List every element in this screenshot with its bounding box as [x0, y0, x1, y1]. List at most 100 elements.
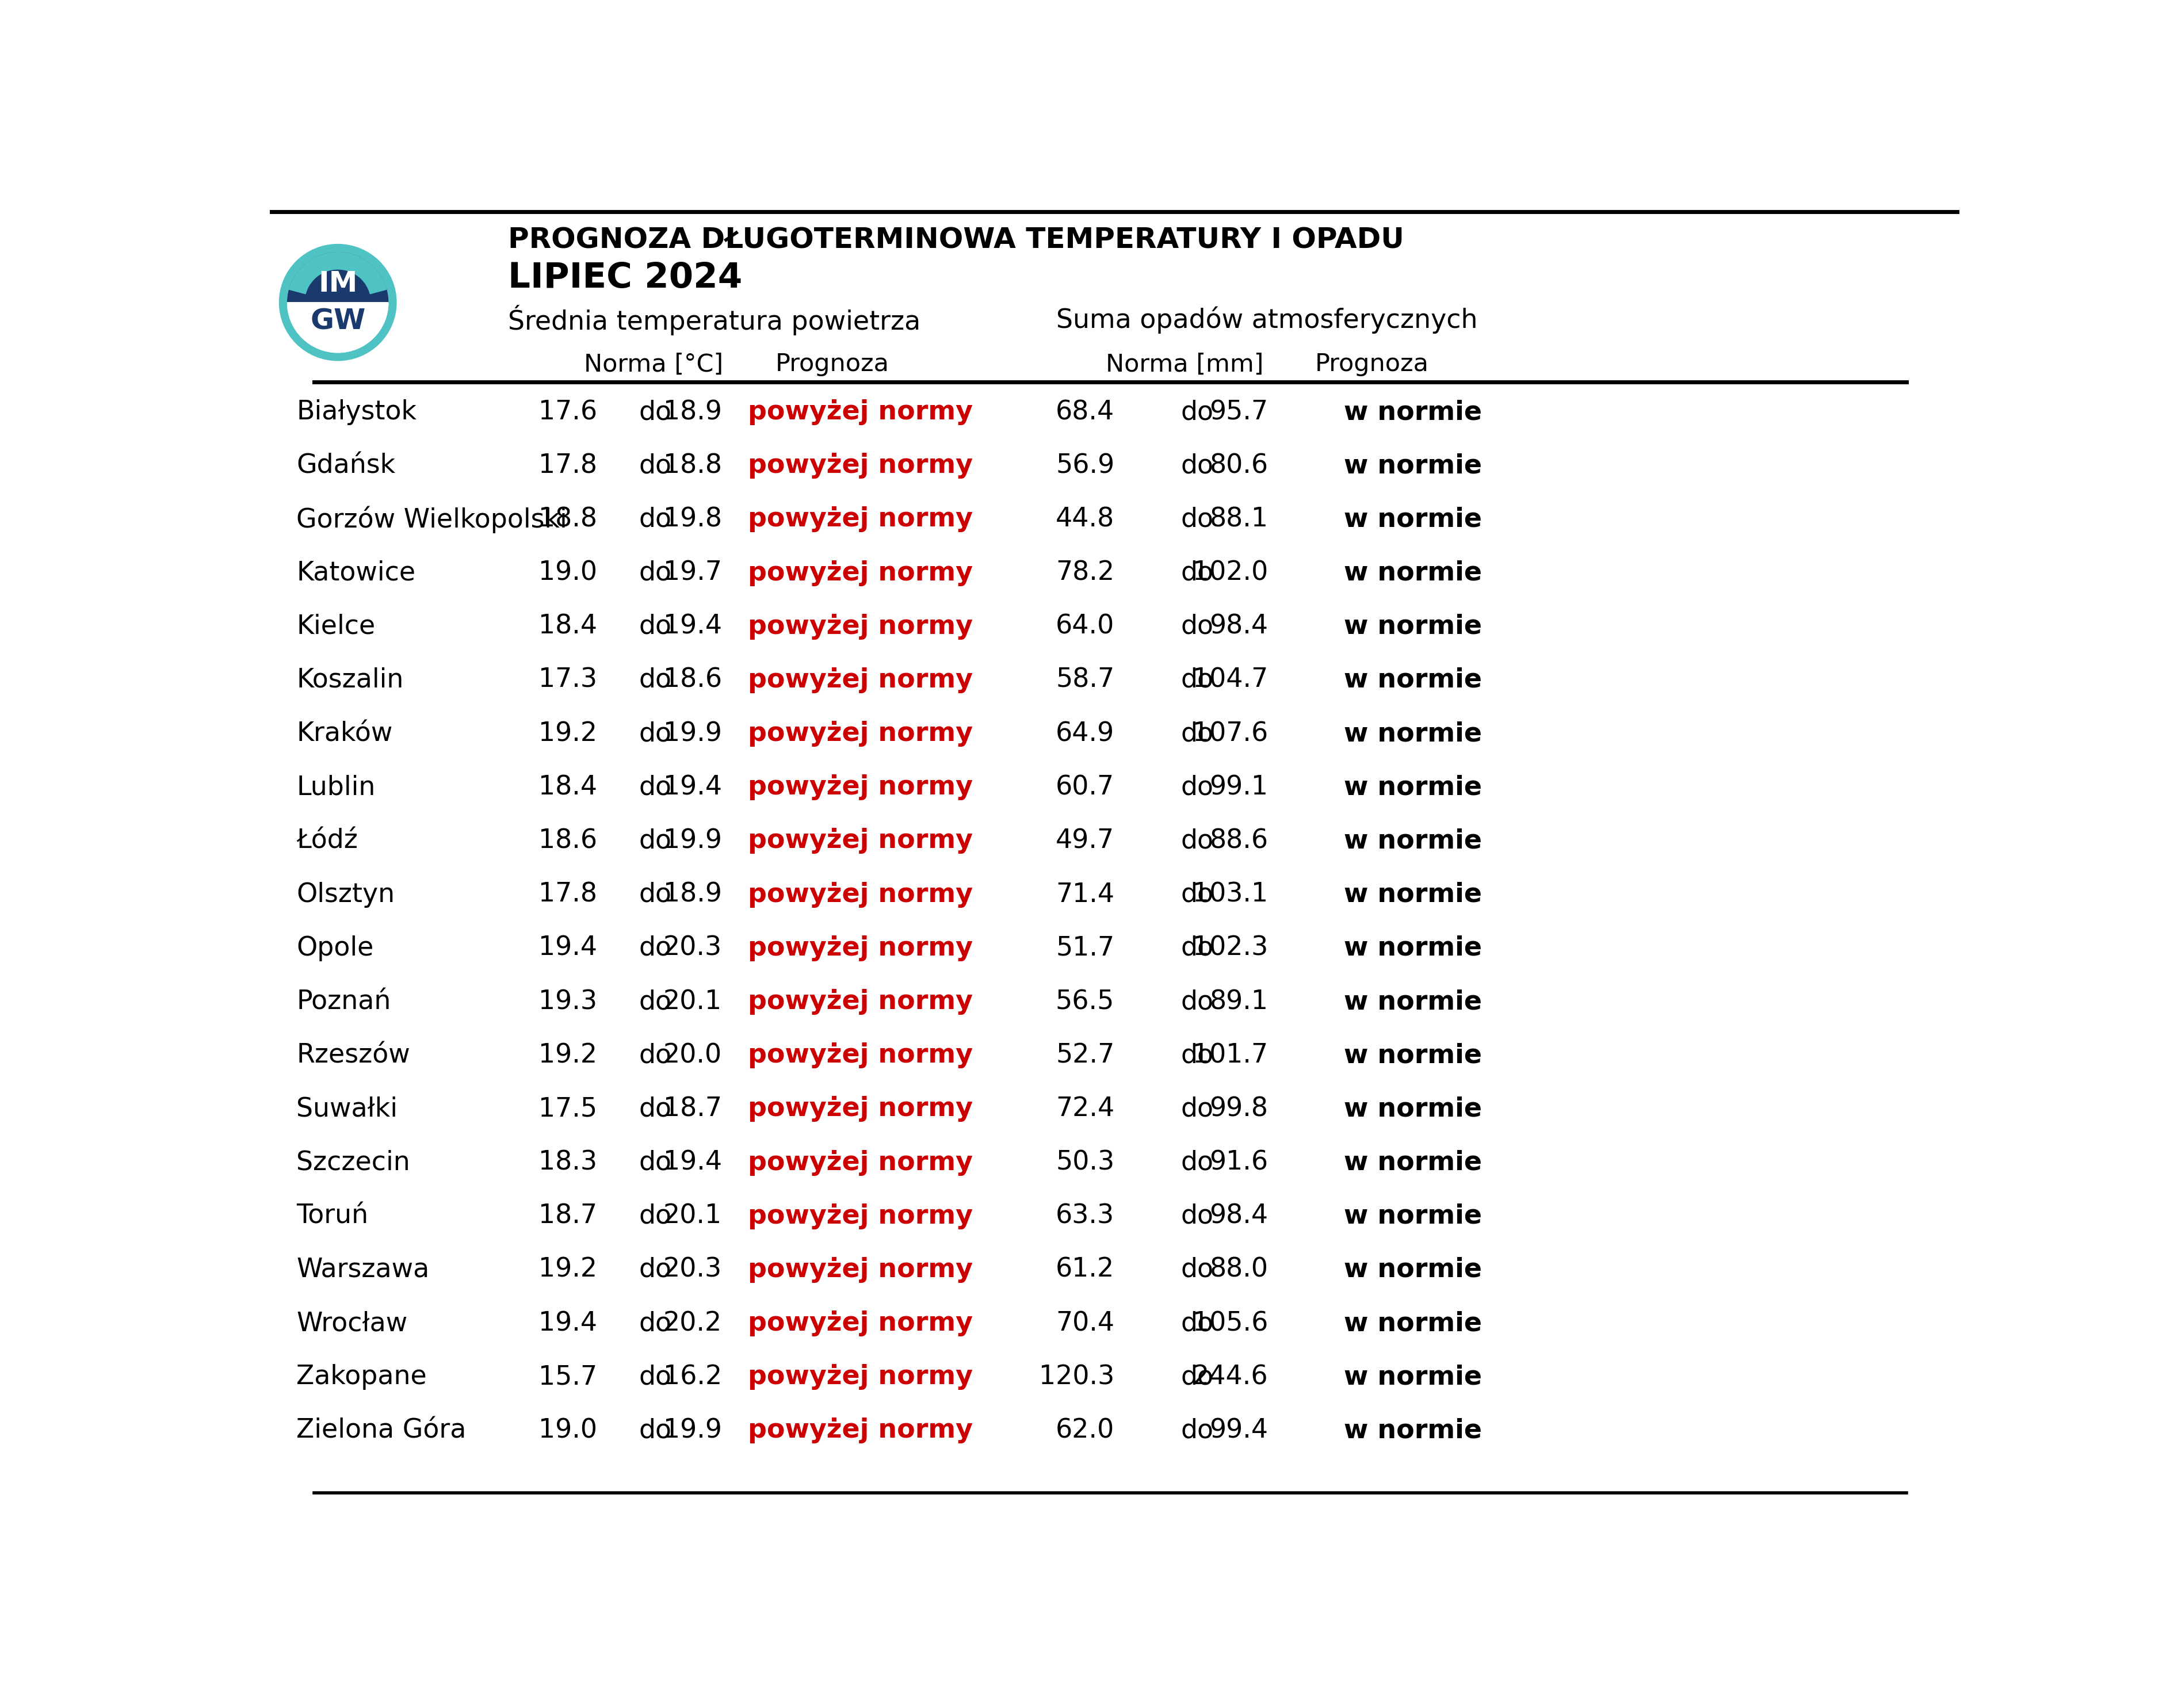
- Text: Koszalin: Koszalin: [296, 668, 404, 693]
- Text: 99.4: 99.4: [1209, 1418, 1267, 1443]
- Text: do: do: [639, 989, 672, 1015]
- Text: powyżej normy: powyżej normy: [748, 1042, 972, 1069]
- Text: powyżej normy: powyżej normy: [748, 1097, 972, 1122]
- Text: do: do: [1180, 881, 1213, 907]
- Circle shape: [283, 248, 393, 357]
- Text: w normie: w normie: [1344, 1204, 1483, 1230]
- Text: do: do: [639, 1042, 672, 1069]
- Text: 78.2: 78.2: [1054, 560, 1113, 586]
- Text: w normie: w normie: [1344, 613, 1483, 639]
- Text: 18.6: 18.6: [663, 668, 722, 693]
- Text: do: do: [1180, 613, 1213, 639]
- Text: w normie: w normie: [1344, 507, 1483, 533]
- Text: do: do: [1180, 1418, 1213, 1443]
- Text: 95.7: 95.7: [1209, 400, 1267, 425]
- Circle shape: [287, 253, 389, 352]
- Text: powyżej normy: powyżej normy: [748, 721, 972, 746]
- Text: do: do: [1180, 936, 1213, 962]
- Text: 18.9: 18.9: [663, 881, 722, 907]
- Text: 102.0: 102.0: [1194, 560, 1267, 586]
- Text: w normie: w normie: [1344, 668, 1483, 693]
- Text: 17.3: 17.3: [539, 668, 598, 693]
- Text: Gdańsk: Gdańsk: [296, 453, 396, 478]
- Text: Suwałki: Suwałki: [296, 1097, 398, 1122]
- Text: 18.4: 18.4: [539, 774, 598, 801]
- Text: w normie: w normie: [1344, 721, 1483, 746]
- Text: 19.3: 19.3: [539, 989, 598, 1015]
- Text: 18.4: 18.4: [539, 613, 598, 639]
- Text: GW: GW: [311, 307, 365, 335]
- Text: 98.4: 98.4: [1209, 1204, 1267, 1230]
- Text: Toruń: Toruń: [296, 1204, 367, 1230]
- Text: do: do: [639, 668, 672, 693]
- Text: 50.3: 50.3: [1054, 1149, 1113, 1175]
- Text: w normie: w normie: [1344, 400, 1483, 425]
- Text: powyżej normy: powyżej normy: [748, 881, 972, 907]
- Text: powyżej normy: powyżej normy: [748, 828, 972, 854]
- Text: powyżej normy: powyżej normy: [748, 1418, 972, 1443]
- Text: 68.4: 68.4: [1054, 400, 1113, 425]
- Text: 19.9: 19.9: [663, 721, 722, 746]
- Text: 19.4: 19.4: [539, 936, 598, 962]
- Text: 17.8: 17.8: [539, 881, 598, 907]
- Text: 91.6: 91.6: [1209, 1149, 1267, 1175]
- Text: LIPIEC 2024: LIPIEC 2024: [509, 261, 741, 295]
- Text: do: do: [1180, 774, 1213, 801]
- Text: w normie: w normie: [1344, 1418, 1483, 1443]
- Text: w normie: w normie: [1344, 828, 1483, 854]
- Text: Zielona Góra: Zielona Góra: [296, 1418, 465, 1443]
- Text: powyżej normy: powyżej normy: [748, 453, 972, 478]
- Text: w normie: w normie: [1344, 881, 1483, 907]
- Text: 89.1: 89.1: [1209, 989, 1267, 1015]
- Text: 18.7: 18.7: [663, 1097, 722, 1122]
- Text: do: do: [1180, 989, 1213, 1015]
- Text: 101.7: 101.7: [1194, 1042, 1267, 1069]
- Text: 102.3: 102.3: [1194, 936, 1267, 962]
- Text: Prognoza: Prognoza: [776, 352, 889, 376]
- Text: Norma [mm]: Norma [mm]: [1104, 352, 1263, 376]
- Text: 16.2: 16.2: [663, 1365, 722, 1390]
- Text: 64.9: 64.9: [1054, 721, 1113, 746]
- Text: powyżej normy: powyżej normy: [748, 1365, 972, 1390]
- Text: do: do: [639, 1365, 672, 1390]
- Text: 19.9: 19.9: [663, 828, 722, 854]
- Text: Warszawa: Warszawa: [296, 1257, 428, 1283]
- Text: 98.4: 98.4: [1209, 613, 1267, 639]
- Text: 20.2: 20.2: [663, 1310, 722, 1336]
- Text: powyżej normy: powyżej normy: [748, 774, 972, 801]
- Text: Rzeszów: Rzeszów: [296, 1042, 411, 1069]
- Text: 19.8: 19.8: [663, 507, 722, 533]
- Text: 51.7: 51.7: [1054, 936, 1113, 962]
- Text: 17.5: 17.5: [539, 1097, 598, 1122]
- Text: 18.8: 18.8: [663, 453, 722, 478]
- Text: powyżej normy: powyżej normy: [748, 1204, 972, 1230]
- Text: 107.6: 107.6: [1194, 721, 1267, 746]
- Text: do: do: [1180, 828, 1213, 854]
- Text: do: do: [639, 1257, 672, 1283]
- Text: powyżej normy: powyżej normy: [748, 1149, 972, 1175]
- Text: 88.1: 88.1: [1209, 507, 1267, 533]
- Text: Średnia temperatura powietrza: Średnia temperatura powietrza: [509, 306, 920, 335]
- Wedge shape: [289, 253, 387, 294]
- Text: powyżej normy: powyżej normy: [748, 1257, 972, 1283]
- Text: 61.2: 61.2: [1054, 1257, 1113, 1283]
- Text: 20.1: 20.1: [663, 989, 722, 1015]
- Text: do: do: [1180, 668, 1213, 693]
- Text: 120.3: 120.3: [1039, 1365, 1113, 1390]
- Text: powyżej normy: powyżej normy: [748, 613, 972, 639]
- Text: do: do: [1180, 1310, 1213, 1336]
- Text: Kielce: Kielce: [296, 613, 376, 639]
- Text: Kraków: Kraków: [296, 721, 393, 746]
- Text: 19.4: 19.4: [539, 1310, 598, 1336]
- Text: do: do: [639, 613, 672, 639]
- Text: 52.7: 52.7: [1054, 1042, 1113, 1069]
- Text: 18.7: 18.7: [539, 1204, 598, 1230]
- Text: do: do: [639, 1310, 672, 1336]
- Text: w normie: w normie: [1344, 1042, 1483, 1069]
- Text: 103.1: 103.1: [1194, 881, 1267, 907]
- Text: do: do: [639, 936, 672, 962]
- Text: Wrocław: Wrocław: [296, 1310, 407, 1336]
- Text: 71.4: 71.4: [1054, 881, 1113, 907]
- Text: 18.3: 18.3: [539, 1149, 598, 1175]
- Text: 56.5: 56.5: [1054, 989, 1113, 1015]
